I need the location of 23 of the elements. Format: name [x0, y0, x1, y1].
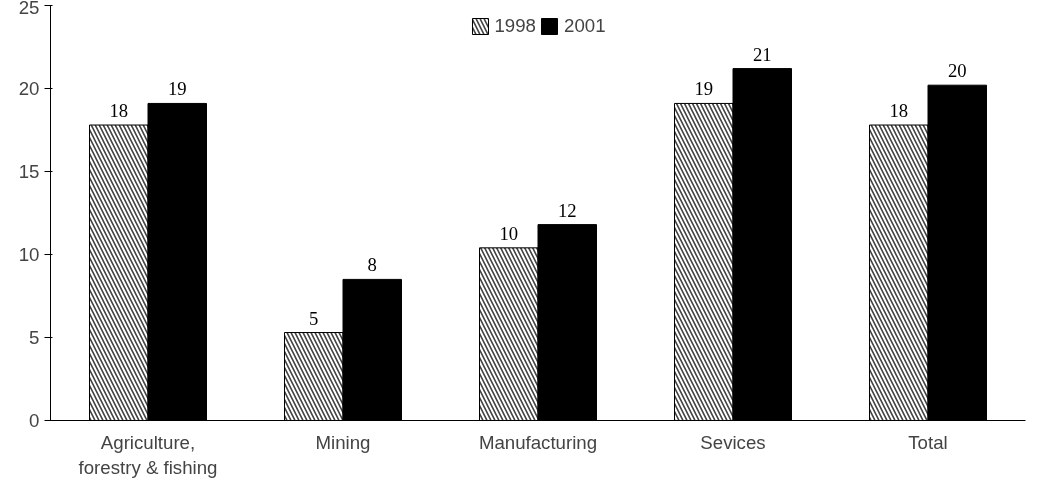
y-tick-label: 5 [29, 327, 40, 348]
data-label: 18 [109, 100, 129, 122]
x-tick-label: Mining [315, 431, 371, 453]
data-label: 10 [499, 222, 519, 244]
data-label: 21 [752, 43, 772, 65]
y-tick-label: 25 [18, 0, 40, 18]
y-tick-label: 10 [18, 244, 40, 265]
x-tick-label: Agriculture, forestry & fishing [78, 431, 218, 478]
x-tick-label: Manufacturing [478, 431, 598, 453]
data-label: 18 [889, 100, 909, 122]
data-label: 20 [947, 60, 967, 82]
legend-label: 1998 [494, 15, 536, 37]
x-tick-label: Sevices [700, 431, 766, 453]
y-tick-label: 0 [29, 410, 40, 431]
data-label: 5 [309, 307, 319, 329]
y-tick-label: 20 [18, 78, 40, 99]
data-label: 12 [557, 199, 577, 221]
data-label: 19 [167, 78, 187, 100]
data-label: 8 [367, 254, 377, 276]
data-label: 19 [694, 78, 714, 100]
x-tick-label: Total [908, 431, 948, 453]
legend-label: 2001 [564, 15, 606, 37]
y-tick-label: 15 [18, 161, 40, 182]
